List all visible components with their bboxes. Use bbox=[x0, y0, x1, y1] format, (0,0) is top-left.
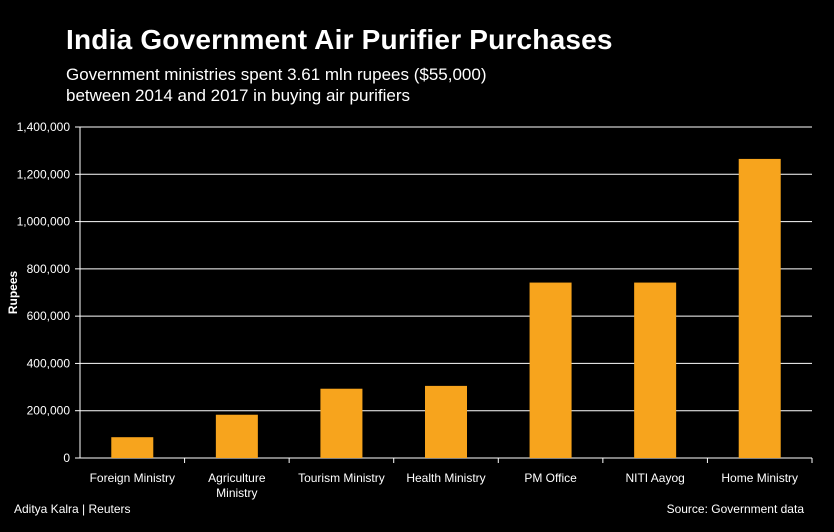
x-tick-label: Tourism Ministry bbox=[298, 471, 385, 485]
x-tick-label-line: Ministry bbox=[216, 486, 257, 500]
x-tick-label-line: Foreign Ministry bbox=[90, 471, 175, 485]
x-tick-label: Agriculture Ministry bbox=[208, 471, 266, 500]
x-tick-label-line: NITI Aayog bbox=[625, 471, 684, 485]
bar bbox=[320, 388, 363, 458]
x-tick-label-line: PM Office bbox=[524, 471, 577, 485]
x-tick-label-line: Health Ministry bbox=[406, 471, 485, 485]
x-tick-label-line: Agriculture bbox=[208, 471, 266, 485]
chart-subtitle: Government ministries spent 3.61 mln rup… bbox=[66, 64, 666, 106]
y-tick-label: 200,000 bbox=[27, 404, 71, 418]
y-axis-label: Rupees bbox=[6, 271, 20, 315]
subtitle-line-1: Government ministries spent 3.61 mln rup… bbox=[66, 65, 487, 84]
bar bbox=[111, 437, 154, 458]
chart-title: India Government Air Purifier Purchases bbox=[66, 24, 613, 55]
y-tick-label: 800,000 bbox=[27, 262, 71, 276]
x-tick-label: Health Ministry bbox=[406, 471, 485, 485]
bar bbox=[215, 414, 258, 458]
y-tick-label: 1,200,000 bbox=[17, 167, 71, 181]
subtitle-line-2: between 2014 and 2017 in buying air puri… bbox=[66, 86, 411, 105]
x-tick-label-line: Home Ministry bbox=[721, 471, 798, 485]
bar bbox=[738, 158, 781, 459]
x-tick-label: PM Office bbox=[524, 471, 577, 485]
y-tick-label: 1,000,000 bbox=[17, 215, 71, 229]
y-tick-label: 0 bbox=[63, 451, 70, 465]
bar bbox=[634, 282, 677, 458]
source-text: Source: Government data bbox=[666, 502, 804, 516]
bar bbox=[529, 282, 572, 458]
y-tick-label: 400,000 bbox=[27, 356, 71, 370]
y-tick-label: 1,400,000 bbox=[17, 120, 71, 134]
x-tick-label: Foreign Ministry bbox=[90, 471, 175, 485]
x-tick-label-line: Tourism Ministry bbox=[298, 471, 385, 485]
bar bbox=[425, 385, 467, 458]
x-tick-label: Home Ministry bbox=[721, 471, 798, 485]
credit-text: Aditya Kalra | Reuters bbox=[14, 502, 131, 516]
x-tick-label: NITI Aayog bbox=[625, 471, 684, 485]
y-tick-label: 600,000 bbox=[27, 309, 71, 323]
